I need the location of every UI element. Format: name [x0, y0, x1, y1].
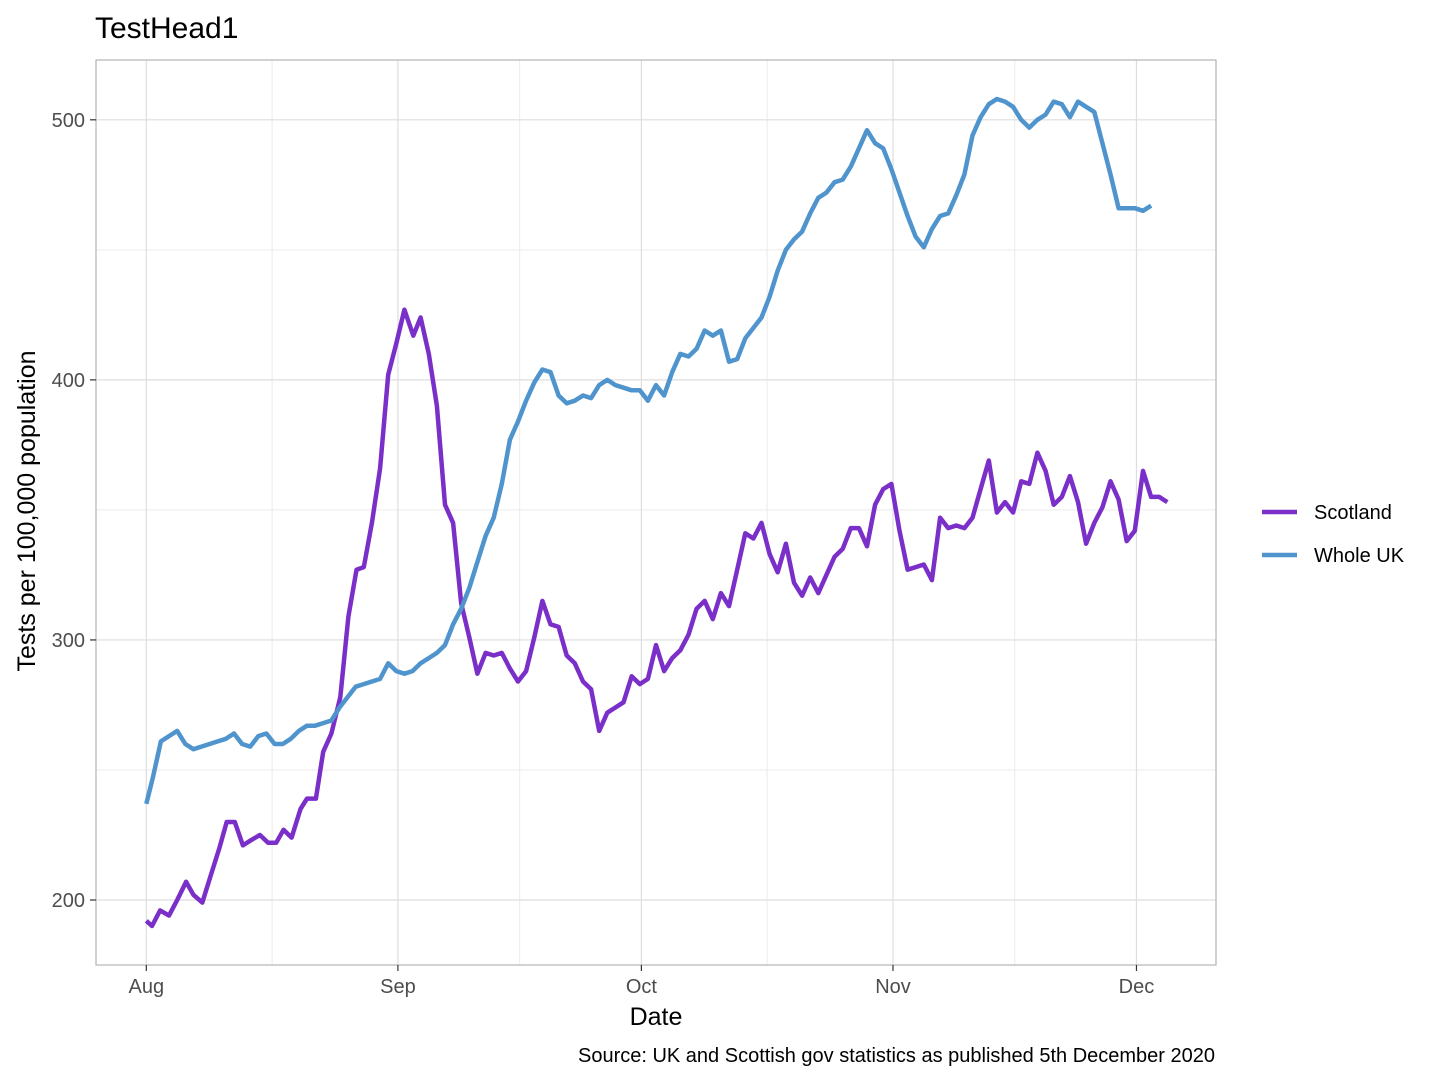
plot-panel-border [95, 59, 1217, 966]
y-tick-label-3: 500 [52, 110, 85, 132]
y-tick-label-0: 200 [52, 890, 85, 912]
x-tick-label-4: Dec [1119, 976, 1155, 998]
series-line-scotland [144, 307, 1169, 929]
legend: Scotland Whole UK [1262, 502, 1405, 567]
y-tick-label-2: 400 [52, 370, 85, 392]
series-line-whole-uk [144, 96, 1153, 805]
chart-title: TestHead1 [95, 12, 238, 45]
minor-gridlines [96, 60, 1216, 965]
x-tick-label-1: Sep [380, 976, 416, 998]
x-tick-label-0: Aug [129, 976, 165, 998]
y-tick-label-1: 300 [52, 630, 85, 652]
x-axis-title: Date [630, 1003, 683, 1031]
x-axis-ticks: Aug Sep Oct Nov Dec [129, 965, 1155, 998]
series-lines [144, 96, 1169, 929]
x-tick-label-2: Oct [626, 976, 658, 998]
legend-label-scotland: Scotland [1314, 502, 1392, 524]
y-axis-ticks: 200 300 400 500 [52, 110, 96, 912]
legend-label-whole-uk: Whole UK [1314, 545, 1405, 567]
y-axis-title: Tests per 100,000 population [13, 350, 41, 671]
x-tick-label-3: Nov [875, 976, 911, 998]
major-gridlines [96, 60, 1216, 965]
source-caption: Source: UK and Scottish gov statistics a… [578, 1045, 1215, 1067]
